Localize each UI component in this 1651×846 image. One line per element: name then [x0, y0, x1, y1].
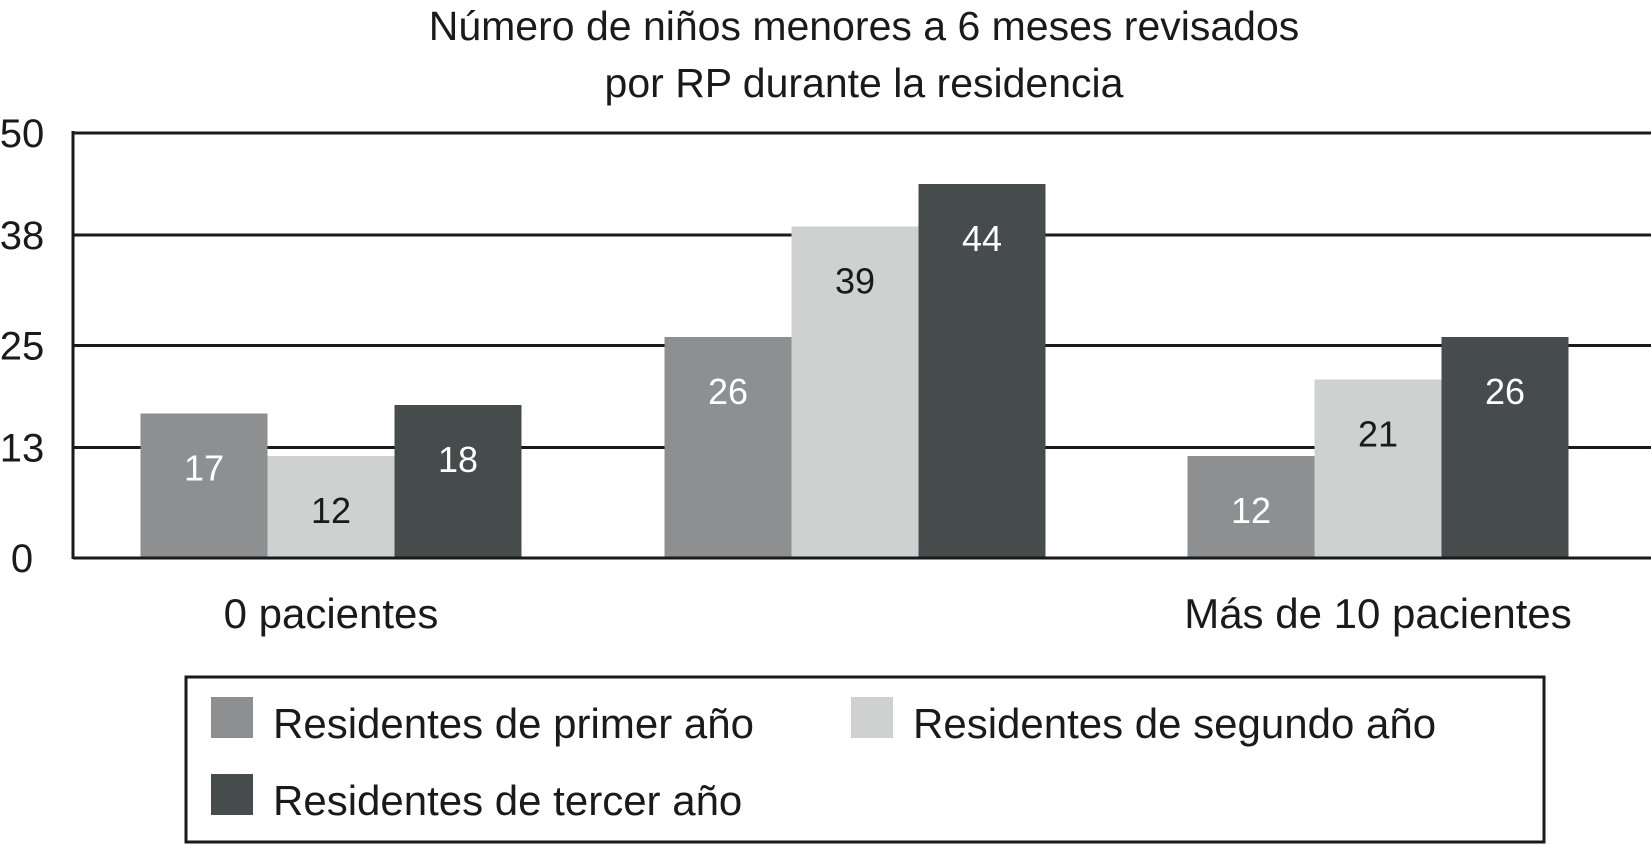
bar — [1187, 456, 1315, 558]
bar-value-label: 44 — [962, 218, 1002, 259]
y-tick-label: 50 — [0, 112, 44, 156]
legend-swatch — [211, 774, 253, 815]
bar-value-labels: 17 26 12 12 39 21 18 44 26 — [184, 218, 1525, 531]
legend-item: Residentes de segundo año — [851, 697, 1436, 747]
x-axis: 0 pacientes Más de 10 pacientes — [71, 131, 1651, 637]
legend-label: Residentes de segundo año — [913, 700, 1436, 747]
bar-value-label: 18 — [438, 439, 478, 480]
bar — [918, 184, 1046, 558]
bar — [140, 413, 268, 558]
legend-label: Residentes de primer año — [273, 700, 754, 747]
legend-label: Residentes de tercer año — [273, 777, 742, 824]
chart-title-line-1: Número de niños menores a 6 meses revisa… — [429, 3, 1300, 49]
legend-item: Residentes de primer año — [211, 697, 754, 747]
bar-value-label: 12 — [311, 490, 351, 531]
y-tick-label: 13 — [0, 427, 44, 471]
x-category-label: Más de 10 pacientes — [1184, 590, 1572, 637]
bar — [267, 456, 395, 558]
legend-item: Residentes de tercer año — [211, 774, 742, 824]
y-axis-ticks: 0 13 25 38 50 — [0, 112, 44, 581]
bar — [394, 405, 522, 558]
bar-value-label: 17 — [184, 448, 224, 489]
legend-swatch — [211, 697, 253, 738]
bar-value-label: 39 — [835, 261, 875, 302]
bar-value-label: 12 — [1231, 490, 1271, 531]
chart-title: Número de niños menores a 6 meses revisa… — [429, 3, 1300, 106]
legend-frame — [184, 675, 1546, 844]
bar-value-label: 21 — [1358, 414, 1398, 455]
y-tick-label: 0 — [11, 537, 33, 581]
x-category-label: 0 pacientes — [224, 590, 439, 637]
y-tick-label: 25 — [0, 325, 44, 369]
legend-swatch — [851, 697, 893, 738]
bar — [1314, 379, 1442, 558]
bar — [664, 337, 792, 558]
bar-value-label: 26 — [1485, 371, 1525, 412]
chart-title-line-2: por RP durante la residencia — [605, 60, 1124, 106]
y-tick-label: 38 — [0, 214, 44, 258]
bars — [140, 184, 1569, 558]
bar — [1441, 337, 1569, 558]
bar-value-label: 26 — [708, 371, 748, 412]
legend: Residentes de primer año Residentes de se… — [184, 675, 1546, 844]
bar — [791, 226, 919, 558]
